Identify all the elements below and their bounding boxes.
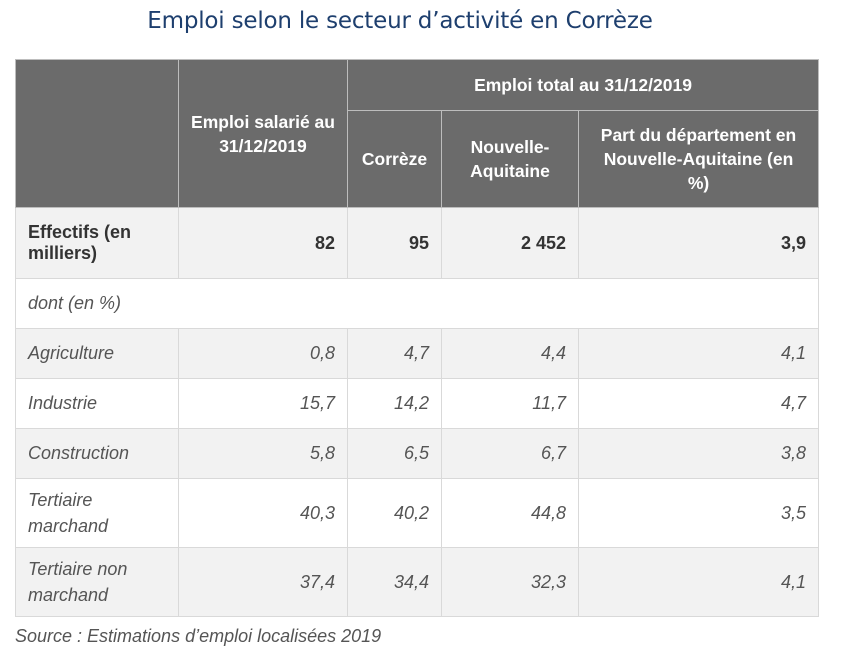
row-label: dont (en %): [14, 278, 820, 329]
cell-value: 40,3: [178, 478, 348, 548]
table-row: Agriculture 0,8 4,7 4,4 4,1: [15, 328, 820, 379]
row-label: Industrie: [15, 378, 179, 429]
cell-value: 6,7: [441, 428, 579, 479]
table-row: Tertiaire non marchand 37,4 34,4 32,3 4,…: [15, 547, 820, 617]
cell-value: 40,2: [347, 478, 442, 548]
header-emploi-salarie: Emploi salarié au 31/12/2019: [178, 59, 348, 208]
table-row: Tertiaire marchand 40,3 40,2 44,8 3,5: [15, 478, 820, 548]
header-part-departement: Part du département en Nouvelle-Aquitain…: [577, 110, 820, 208]
cell-value: 0,8: [178, 328, 348, 379]
cell-value: 34,4: [347, 547, 442, 617]
table-title: Emploi selon le secteur d’activité en Co…: [147, 8, 653, 34]
source-note: Source : Estimations d’emploi localisées…: [15, 626, 382, 646]
header-empty-cell: [15, 59, 179, 208]
row-label: Agriculture: [15, 328, 179, 379]
cell-value: 5,8: [178, 428, 348, 479]
cell-value: 6,5: [347, 428, 442, 479]
cell-value: 11,7: [441, 378, 579, 429]
row-label: Effectifs (en milliers): [15, 207, 179, 279]
row-label: Construction: [15, 428, 179, 479]
cell-value: 3,8: [577, 428, 820, 479]
table-row: Industrie 15,7 14,2 11,7 4,7: [15, 378, 820, 429]
cell-value: 2 452: [441, 207, 579, 279]
cell-value: 3,9: [577, 207, 820, 279]
employment-table: Emploi salarié au 31/12/2019 Emploi tota…: [14, 59, 820, 617]
header-correze: Corrèze: [347, 110, 442, 208]
cell-value: 4,1: [577, 328, 820, 379]
table-row-effectifs: Effectifs (en milliers) 82 95 2 452 3,9: [15, 207, 820, 279]
cell-value: 15,7: [178, 378, 348, 429]
cell-value: 82: [178, 207, 348, 279]
header-nouvelle-aquitaine: Nouvelle-Aquitaine: [441, 110, 579, 208]
cell-value: 32,3: [441, 547, 579, 617]
cell-value: 95: [347, 207, 442, 279]
row-label: Tertiaire marchand: [15, 478, 179, 548]
cell-value: 4,1: [577, 547, 820, 617]
row-label: Tertiaire non marchand: [15, 547, 179, 617]
cell-value: 4,7: [577, 378, 820, 429]
header-emploi-total-group: Emploi total au 31/12/2019: [346, 59, 820, 111]
cell-value: 44,8: [441, 478, 579, 548]
cell-value: 14,2: [347, 378, 442, 429]
table-row: Construction 5,8 6,5 6,7 3,8: [15, 428, 820, 479]
cell-value: 4,7: [347, 328, 442, 379]
cell-value: 3,5: [577, 478, 820, 548]
table-row-dont: dont (en %): [14, 278, 820, 329]
cell-value: 4,4: [441, 328, 579, 379]
cell-value: 37,4: [178, 547, 348, 617]
